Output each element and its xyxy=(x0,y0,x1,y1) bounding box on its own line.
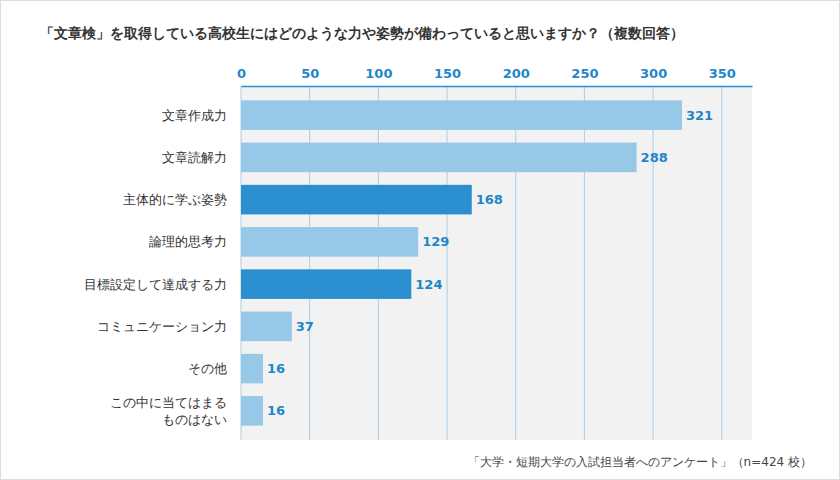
tick: 300 xyxy=(640,66,667,86)
tick-label: 150 xyxy=(434,66,461,81)
grid-line xyxy=(241,86,242,440)
category-label: 目標設定して達成する力 xyxy=(84,277,227,292)
category-label: 文章作成力 xyxy=(162,108,227,123)
category-label-line: 主体的に学ぶ姿勢 xyxy=(123,192,227,207)
grid-line xyxy=(309,86,310,440)
grid-line xyxy=(653,86,654,440)
category-label: 文章読解力 xyxy=(162,150,227,165)
tick-label: 300 xyxy=(640,66,667,81)
category-label: 論理的思考力 xyxy=(149,234,227,249)
tick: 250 xyxy=(571,66,598,86)
chart: 「文章検」を取得している高校生にはどのような力や姿勢が備わっていると思いますか？… xyxy=(0,0,840,480)
x-axis: 0 50 100 150 200 250 300 350 xyxy=(237,66,753,87)
tick: 350 xyxy=(709,66,736,86)
category-label-line: 文章作成力 xyxy=(162,108,227,123)
category-label-line: ものはない xyxy=(162,412,227,427)
category-label-line: その他 xyxy=(188,361,227,376)
grid-line xyxy=(447,86,448,440)
tick: 100 xyxy=(365,66,392,86)
data-label: 129 xyxy=(422,234,449,249)
data-label: 37 xyxy=(296,319,314,334)
data-label: 16 xyxy=(267,361,285,376)
title: 「文章検」を取得している高校生にはどのような力や姿勢が備わっていると思いますか？… xyxy=(40,25,684,42)
category-label-line: 論理的思考力 xyxy=(149,234,227,249)
data-label: 288 xyxy=(641,150,668,165)
bar xyxy=(241,354,263,384)
grid-line xyxy=(515,86,516,440)
category-label-line: この中に当てはまる xyxy=(110,395,227,410)
bar xyxy=(241,312,292,342)
category-label-line: 目標設定して達成する力 xyxy=(84,277,227,292)
bar xyxy=(241,227,418,257)
tick-label: 0 xyxy=(237,66,246,81)
grid-line xyxy=(378,86,379,440)
frame xyxy=(1,1,840,480)
data-labels: 321 288 168 129 124 37 16 16 xyxy=(267,108,713,419)
grid xyxy=(241,86,722,440)
category-labels: 文章作成力文章読解力主体的に学ぶ姿勢論理的思考力目標設定して達成する力コミュニケ… xyxy=(84,108,227,427)
tick: 150 xyxy=(434,66,461,86)
tick-label: 200 xyxy=(503,66,530,81)
data-label: 321 xyxy=(686,108,713,123)
grid-line xyxy=(584,86,585,440)
category-label-line: コミュニケーション力 xyxy=(97,319,227,334)
data-label: 16 xyxy=(267,403,285,418)
data-label: 124 xyxy=(415,277,442,292)
bars xyxy=(241,100,682,425)
category-label: コミュニケーション力 xyxy=(97,319,227,334)
plot-background xyxy=(241,86,752,440)
tick: 0 xyxy=(237,66,246,86)
category-label: その他 xyxy=(188,361,227,376)
tick: 200 xyxy=(503,66,530,86)
annotation: 「大学・短期大学の入試担当者へのアンケート」（n=424 校） xyxy=(468,455,812,469)
tick-label: 350 xyxy=(709,66,736,81)
grid-line xyxy=(721,86,722,440)
bar xyxy=(241,396,263,426)
category-label-line: 文章読解力 xyxy=(162,150,227,165)
bar xyxy=(241,269,411,299)
bar xyxy=(241,100,682,130)
data-label: 168 xyxy=(476,192,503,207)
tick: 50 xyxy=(301,66,319,86)
axis-line xyxy=(242,86,753,88)
category-label: 主体的に学ぶ姿勢 xyxy=(123,192,227,207)
category-label: この中に当てはまるものはない xyxy=(110,395,227,427)
bar xyxy=(241,143,637,173)
bar xyxy=(241,185,472,215)
tick-label: 250 xyxy=(571,66,598,81)
tick-label: 50 xyxy=(301,66,319,81)
tick-label: 100 xyxy=(365,66,392,81)
